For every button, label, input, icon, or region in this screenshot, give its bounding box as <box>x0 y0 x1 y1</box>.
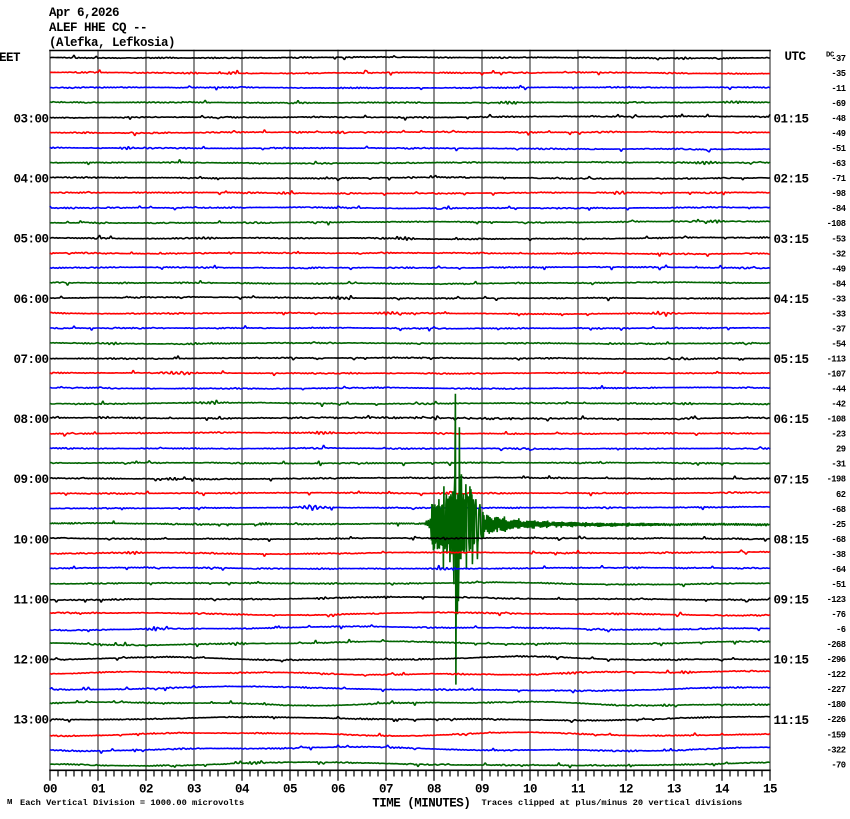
svg-text:-51: -51 <box>831 144 845 154</box>
svg-text:-48: -48 <box>831 114 845 124</box>
svg-text:-123: -123 <box>827 595 846 605</box>
svg-text:-63: -63 <box>831 159 845 169</box>
svg-text:-33: -33 <box>831 309 845 319</box>
svg-text:09:15: 09:15 <box>774 594 809 608</box>
svg-text:-98: -98 <box>831 189 845 199</box>
svg-text:-70: -70 <box>831 760 845 770</box>
svg-text:-198: -198 <box>827 475 846 485</box>
svg-text:05:00: 05:00 <box>13 233 48 247</box>
svg-text:ALEF HHE CQ --: ALEF HHE CQ -- <box>49 21 147 35</box>
svg-text:03:00: 03:00 <box>13 112 48 126</box>
svg-text:62: 62 <box>836 490 846 500</box>
svg-text:12:00: 12:00 <box>13 654 48 668</box>
svg-text:11:00: 11:00 <box>13 593 48 607</box>
svg-text:13: 13 <box>667 782 681 796</box>
svg-text:-32: -32 <box>831 249 845 259</box>
svg-text:-68: -68 <box>831 535 845 545</box>
svg-text:-159: -159 <box>827 730 846 740</box>
svg-text:-23: -23 <box>831 430 845 440</box>
svg-text:08:15: 08:15 <box>774 533 809 547</box>
svg-text:-84: -84 <box>831 204 846 214</box>
svg-text:(Alefka, Lefkosia): (Alefka, Lefkosia) <box>49 36 175 50</box>
svg-text:-42: -42 <box>831 400 845 410</box>
svg-text:01: 01 <box>91 782 105 796</box>
svg-text:Apr 6,2026: Apr 6,2026 <box>49 6 119 20</box>
svg-text:08: 08 <box>427 782 441 796</box>
svg-text:UTC: UTC <box>785 50 807 64</box>
svg-text:-108: -108 <box>827 219 846 229</box>
svg-text:07:00: 07:00 <box>13 353 48 367</box>
svg-text:04:15: 04:15 <box>774 293 809 307</box>
svg-text:08:00: 08:00 <box>13 413 48 427</box>
svg-text:06:00: 06:00 <box>13 293 48 307</box>
svg-text:-37: -37 <box>831 54 845 64</box>
svg-text:-44: -44 <box>831 385 846 395</box>
svg-text:-69: -69 <box>831 99 845 109</box>
svg-text:06:15: 06:15 <box>774 413 809 427</box>
svg-text:-25: -25 <box>831 520 845 530</box>
svg-text:05: 05 <box>283 782 297 796</box>
svg-text:-113: -113 <box>827 355 846 365</box>
svg-text:07:15: 07:15 <box>774 473 809 487</box>
svg-text:м: м <box>7 797 12 807</box>
svg-text:-49: -49 <box>831 129 845 139</box>
svg-text:11: 11 <box>571 782 585 796</box>
svg-text:09:00: 09:00 <box>13 473 48 487</box>
svg-text:-296: -296 <box>827 655 846 665</box>
svg-text:-31: -31 <box>831 460 845 470</box>
svg-text:-64: -64 <box>831 565 846 575</box>
svg-text:10:15: 10:15 <box>774 654 809 668</box>
svg-text:-35: -35 <box>831 69 845 79</box>
svg-text:-38: -38 <box>831 550 845 560</box>
svg-text:TIME (MINUTES): TIME (MINUTES) <box>372 797 470 811</box>
svg-text:-54: -54 <box>831 339 846 349</box>
svg-text:03: 03 <box>187 782 201 796</box>
svg-text:-51: -51 <box>831 580 845 590</box>
svg-text:Traces clipped at plus/minus 2: Traces clipped at plus/minus 20 vertical… <box>482 798 743 808</box>
svg-text:-108: -108 <box>827 415 846 425</box>
svg-text:-107: -107 <box>827 370 846 380</box>
svg-text:-11: -11 <box>831 84 845 94</box>
svg-text:10:00: 10:00 <box>13 533 48 547</box>
svg-text:-37: -37 <box>831 324 845 334</box>
svg-text:-33: -33 <box>831 294 845 304</box>
svg-text:09: 09 <box>475 782 489 796</box>
svg-text:29: 29 <box>836 445 846 455</box>
svg-text:15: 15 <box>763 782 777 796</box>
svg-text:-268: -268 <box>827 640 846 650</box>
svg-text:11:15: 11:15 <box>774 714 809 728</box>
svg-text:-227: -227 <box>827 685 846 695</box>
svg-text:-180: -180 <box>827 700 846 710</box>
svg-text:14: 14 <box>715 782 730 796</box>
svg-text:06: 06 <box>331 782 345 796</box>
svg-text:00: 00 <box>43 782 57 796</box>
svg-text:-71: -71 <box>831 174 845 184</box>
svg-text:-6: -6 <box>836 625 846 635</box>
svg-text:-322: -322 <box>827 745 846 755</box>
svg-text:12: 12 <box>619 782 633 796</box>
svg-text:13:00: 13:00 <box>13 714 48 728</box>
svg-text:-122: -122 <box>827 670 846 680</box>
svg-text:-226: -226 <box>827 715 846 725</box>
svg-text:04:00: 04:00 <box>13 173 48 187</box>
svg-text:EET: EET <box>0 51 21 65</box>
svg-text:03:15: 03:15 <box>774 233 809 247</box>
svg-text:-49: -49 <box>831 264 845 274</box>
svg-text:02:15: 02:15 <box>774 173 809 187</box>
svg-text:-53: -53 <box>831 234 845 244</box>
svg-text:Each Vertical Division = 1000.: Each Vertical Division = 1000.00 microvo… <box>20 798 244 808</box>
svg-text:05:15: 05:15 <box>774 353 809 367</box>
svg-text:02: 02 <box>139 782 153 796</box>
svg-text:01:15: 01:15 <box>774 113 809 127</box>
svg-text:-68: -68 <box>831 505 845 515</box>
svg-text:10: 10 <box>523 782 537 796</box>
svg-text:04: 04 <box>235 782 250 796</box>
svg-text:07: 07 <box>379 782 393 796</box>
svg-text:DC: DC <box>826 52 835 60</box>
svg-text:-76: -76 <box>831 610 845 620</box>
svg-text:-84: -84 <box>831 279 846 289</box>
